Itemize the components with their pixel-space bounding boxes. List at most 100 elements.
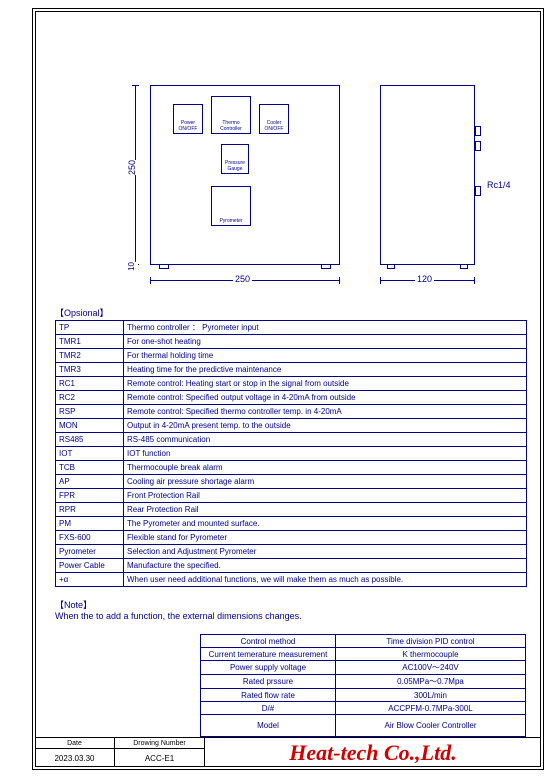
- table-row: Rated prssure0.05MPa～0.7Mpa: [201, 675, 526, 689]
- drawing-number-cell: Drowing Number ACC-E1: [115, 737, 205, 767]
- opt-desc: Flexible stand for Pyrometer: [124, 531, 527, 545]
- spec-key: Current temerature measurement: [201, 648, 336, 661]
- table-row: Power supply voltageAC100V～240V: [201, 661, 526, 675]
- table-row: Power CableManufacture the specified.: [56, 559, 527, 573]
- opt-key: RC1: [56, 377, 124, 391]
- panel-label: ThermoController: [220, 120, 242, 132]
- thermo-panel: ThermoController: [211, 96, 251, 134]
- opt-desc: Manufacture the specified.: [124, 559, 527, 573]
- dim-tick: [339, 277, 340, 284]
- opt-desc: When user need additional functions, we …: [124, 573, 527, 587]
- spec-key: Power supply voltage: [201, 661, 336, 675]
- spec-key: Model: [201, 715, 336, 737]
- opt-key: PM: [56, 517, 124, 531]
- table-row: IOTIOT function: [56, 447, 527, 461]
- foot: [321, 264, 331, 269]
- table-row: RC1Remote control: Heating start or stop…: [56, 377, 527, 391]
- table-row: Current temerature measurementK thermoco…: [201, 648, 526, 661]
- optional-title: 【Opsional】: [55, 306, 527, 319]
- dim-tick: [132, 85, 139, 86]
- note-section: 【Note】 When the to add a function, the e…: [55, 598, 302, 621]
- opt-key: FPR: [56, 489, 124, 503]
- table-row: PyrometerSelection and Adjustment Pyrome…: [56, 545, 527, 559]
- side-view-box: [380, 85, 475, 265]
- opt-desc: RS-485 communication: [124, 433, 527, 447]
- opt-desc: Thermo controller ： Pyrometer input: [124, 321, 527, 335]
- table-row: D/#ACCPFM-0.7MPa-300L: [201, 702, 526, 715]
- panel-label: PressureGauge: [225, 160, 245, 172]
- panel-label: CoolerON/OFF: [265, 120, 284, 132]
- table-row: FXS-600Flexible stand for Pyrometer: [56, 531, 527, 545]
- opt-desc: IOT function: [124, 447, 527, 461]
- opt-key: TCB: [56, 461, 124, 475]
- dim-tick: [380, 277, 381, 284]
- spec-val: K thermocouple: [336, 648, 526, 661]
- opt-key: RS485: [56, 433, 124, 447]
- foot: [159, 264, 169, 269]
- opt-key: TMR1: [56, 335, 124, 349]
- opt-desc: Front Protection Rail: [124, 489, 527, 503]
- note-body: When the to add a function, the external…: [55, 611, 302, 621]
- opt-key: IOT: [56, 447, 124, 461]
- dim-h-120: 120: [415, 274, 434, 284]
- cooler-panel: CoolerON/OFF: [259, 104, 289, 134]
- panel-label: Pyrometer: [219, 218, 242, 224]
- power-panel: PowerON/OFF: [173, 104, 203, 134]
- note-title: 【Note】: [55, 598, 302, 611]
- connector: [475, 126, 481, 136]
- table-row: TMR2For thermal holding time: [56, 349, 527, 363]
- optional-table: TPThermo controller ： Pyrometer inputTMR…: [55, 320, 527, 587]
- opt-key: Pyrometer: [56, 545, 124, 559]
- pressure-panel: PressureGauge: [221, 144, 249, 174]
- date-cell: Date 2023.03.30: [35, 737, 115, 767]
- company-name: Heat-tech Co.,Ltd.: [205, 737, 541, 767]
- opt-desc: Remote control: Specified thermo control…: [124, 405, 527, 419]
- front-view-box: PowerON/OFF ThermoController CoolerON/OF…: [150, 85, 340, 265]
- connector-rc: [475, 186, 481, 196]
- table-row: RS485RS-485 communication: [56, 433, 527, 447]
- opt-key: TMR3: [56, 363, 124, 377]
- opt-key: FXS-600: [56, 531, 124, 545]
- table-row: APCooling air pressure shortage alarm: [56, 475, 527, 489]
- table-row: Control methodTime division PID control: [201, 635, 526, 648]
- spec-key: Rated prssure: [201, 675, 336, 689]
- spec-key: D/#: [201, 702, 336, 715]
- opt-desc: Cooling air pressure shortage alarm: [124, 475, 527, 489]
- spec-val: Air Blow Cooler Controller: [336, 715, 526, 737]
- table-row: PMThe Pyrometer and mounted surface.: [56, 517, 527, 531]
- table-row: TCBThermocouple break alarm: [56, 461, 527, 475]
- foot: [460, 264, 468, 269]
- opt-desc: Remote control: Heating start or stop in…: [124, 377, 527, 391]
- opt-desc: Selection and Adjustment Pyrometer: [124, 545, 527, 559]
- opt-key: +α: [56, 573, 124, 587]
- spec-table: Control methodTime division PID controlC…: [200, 634, 526, 737]
- opt-desc: For one-shot heating: [124, 335, 527, 349]
- pyrometer-panel: Pyrometer: [211, 186, 251, 226]
- opt-desc: For thermal holding time: [124, 349, 527, 363]
- spec-val: Time division PID control: [336, 635, 526, 648]
- foot: [387, 264, 395, 269]
- table-row: RSPRemote control: Specified thermo cont…: [56, 405, 527, 419]
- opt-key: AP: [56, 475, 124, 489]
- connector: [475, 141, 481, 151]
- spec-val: 300L/min: [336, 689, 526, 702]
- opt-desc: Rear Protection Rail: [124, 503, 527, 517]
- opt-key: RC2: [56, 391, 124, 405]
- opt-desc: Output in 4-20mA present temp. to the ou…: [124, 419, 527, 433]
- table-row: TPThermo controller ： Pyrometer input: [56, 321, 527, 335]
- opt-key: TMR2: [56, 349, 124, 363]
- table-row: +αWhen user need additional functions, w…: [56, 573, 527, 587]
- drawing-label: Drowing Number: [115, 738, 204, 749]
- table-row: FPRFront Protection Rail: [56, 489, 527, 503]
- spec-key: Control method: [201, 635, 336, 648]
- spec-val: AC100V～240V: [336, 661, 526, 675]
- table-row: RPRRear Protection Rail: [56, 503, 527, 517]
- table-row: TMR1For one-shot heating: [56, 335, 527, 349]
- opt-desc: Heating time for the predictive maintena…: [124, 363, 527, 377]
- opt-desc: The Pyrometer and mounted surface.: [124, 517, 527, 531]
- table-row: RC2Remote control: Specified output volt…: [56, 391, 527, 405]
- opt-key: Power Cable: [56, 559, 124, 573]
- opt-key: RPR: [56, 503, 124, 517]
- opt-key: TP: [56, 321, 124, 335]
- dim-h-250: 250: [233, 274, 252, 284]
